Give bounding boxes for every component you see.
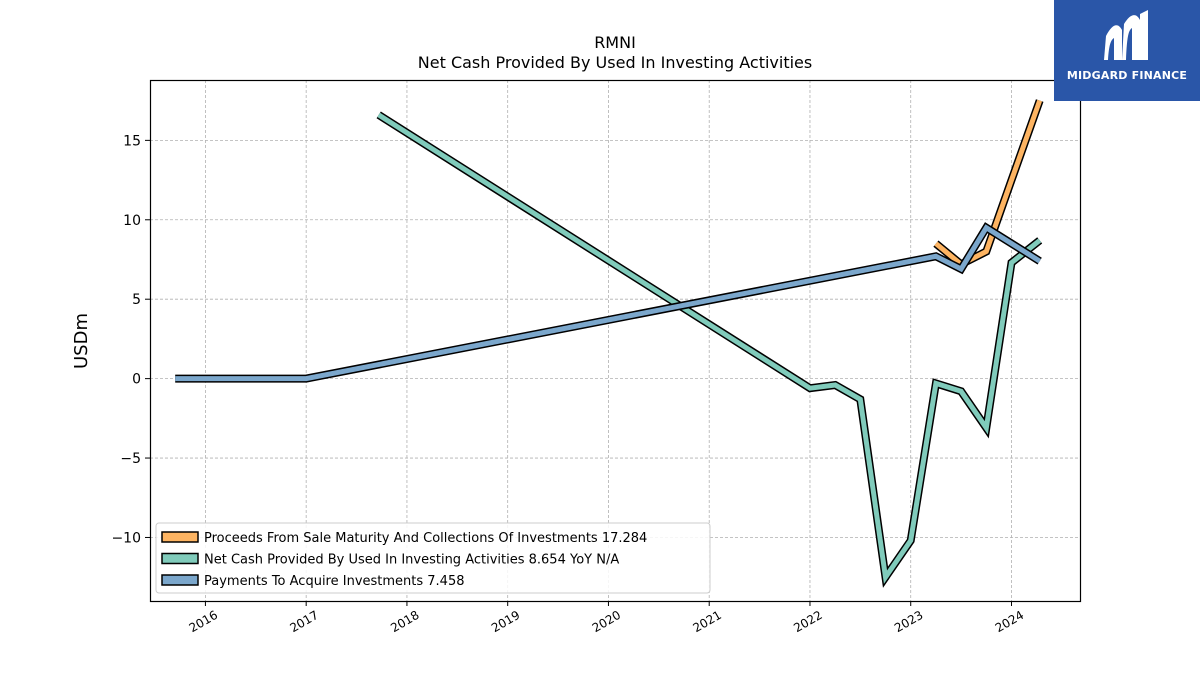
x-tick-label: 2022: [791, 608, 824, 635]
series-line-0: [933, 99, 1044, 270]
y-tick-label: −5: [120, 451, 141, 467]
x-tick-label: 2017: [287, 608, 320, 635]
x-tick-label: 2021: [690, 608, 723, 635]
brand-mark-icon: [1104, 10, 1148, 61]
y-axis-label: USDm: [71, 313, 92, 369]
y-tick-label: −10: [111, 530, 141, 546]
legend-entry: Payments To Acquire Investments 7.458: [204, 574, 465, 589]
x-tick-label: 2024: [993, 608, 1026, 635]
series-line-2: [175, 222, 1042, 383]
legend-swatch: [161, 531, 199, 543]
y-tick-label: 5: [132, 292, 141, 308]
y-tick-label: 15: [123, 133, 141, 149]
series-line-1: [376, 111, 1043, 588]
legend-box: [155, 522, 711, 594]
chart-subtitle: Net Cash Provided By Used In Investing A…: [418, 53, 812, 72]
series-stroke: [175, 224, 1042, 382]
plot-area-frame: [149, 79, 1082, 603]
series-layer: [175, 99, 1044, 588]
series-stroke: [377, 112, 1042, 584]
y-tick-label: 10: [123, 213, 141, 229]
legend-entry: Net Cash Provided By Used In Investing A…: [204, 553, 619, 568]
legend-entry: Proceeds From Sale Maturity And Collecti…: [204, 531, 647, 546]
x-tick-label: 2020: [590, 608, 623, 635]
series-outline: [175, 222, 1042, 383]
legend-swatch: [161, 574, 199, 586]
x-tick-label: 2018: [388, 608, 421, 635]
y-tick-label: 0: [132, 372, 141, 388]
chart-title: RMNI: [594, 33, 636, 52]
series-stroke: [934, 99, 1043, 268]
x-tick-label: 2023: [892, 608, 925, 635]
brand-name: MIDGARD FINANCE: [1066, 69, 1188, 82]
x-tick-label: 2019: [489, 608, 522, 635]
x-tick-label: 2016: [187, 608, 220, 635]
legend: Proceeds From Sale Maturity And Collecti…: [155, 522, 711, 594]
brand-logo: MIDGARD FINANCE: [1054, 0, 1200, 101]
legend-swatch: [161, 552, 199, 565]
